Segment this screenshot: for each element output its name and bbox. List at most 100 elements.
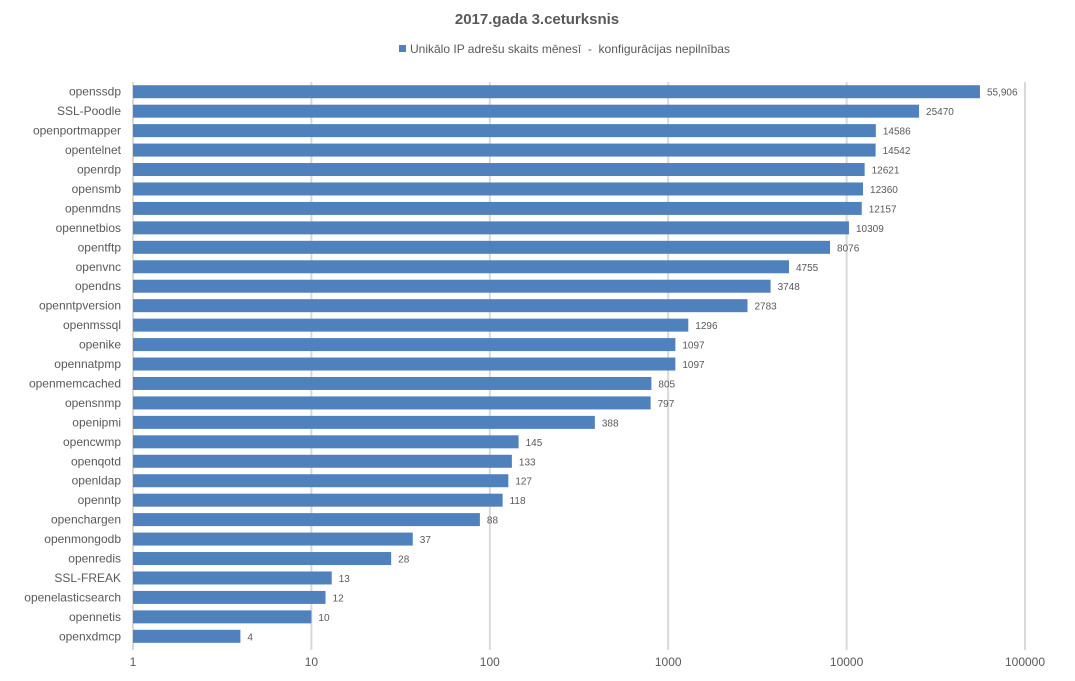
category-label: openxdmcp bbox=[59, 629, 121, 643]
data-label: 12 bbox=[333, 593, 345, 604]
bar bbox=[133, 435, 519, 449]
bar bbox=[133, 571, 332, 585]
bar bbox=[133, 532, 413, 546]
category-label: openportmapper bbox=[33, 124, 121, 138]
data-label: 25470 bbox=[926, 107, 954, 118]
category-label: opentelnet bbox=[65, 143, 122, 157]
category-label: openntpversion bbox=[39, 299, 121, 313]
category-label: openmssql bbox=[63, 318, 121, 332]
category-label: opensmb bbox=[72, 182, 122, 196]
y-axis-labels: openssdp SSL-Poodle openportmapper openteln… bbox=[24, 85, 121, 644]
bar bbox=[133, 279, 771, 293]
bar bbox=[133, 610, 312, 624]
category-label: openipmi bbox=[72, 415, 121, 429]
data-label: 10309 bbox=[856, 224, 884, 235]
category-label: openvnc bbox=[76, 260, 121, 274]
data-label: 55,906 bbox=[987, 88, 1018, 99]
legend-label: Unikālo IP adrešu skaits mēnesī - konfig… bbox=[410, 42, 730, 56]
data-label: 3748 bbox=[778, 282, 801, 293]
bar bbox=[133, 493, 503, 507]
bar bbox=[133, 240, 831, 254]
x-tick-label: 1000 bbox=[655, 655, 682, 669]
data-label: 12157 bbox=[869, 204, 897, 215]
category-label: SSL-Poodle bbox=[57, 104, 121, 118]
category-label: opennatpmp bbox=[54, 357, 121, 371]
data-label: 1097 bbox=[682, 360, 705, 371]
data-label: 1097 bbox=[682, 341, 705, 352]
category-label: openmemcached bbox=[29, 376, 121, 390]
category-label: openntp bbox=[78, 493, 122, 507]
category-label: opentftp bbox=[78, 240, 122, 254]
bar bbox=[133, 124, 876, 138]
category-label: openmongodb bbox=[44, 532, 121, 546]
data-labels: 55,906 25470 14586 14542 12621 12360 12157 1030… bbox=[247, 88, 1018, 644]
category-label: openredis bbox=[68, 552, 121, 566]
category-label: openmdns bbox=[65, 201, 121, 215]
bar bbox=[133, 163, 865, 177]
category-label: openike bbox=[79, 338, 121, 352]
bar bbox=[133, 454, 512, 468]
bar bbox=[133, 143, 876, 157]
x-tick-label: 10000 bbox=[830, 655, 864, 669]
x-tick-label: 100 bbox=[480, 655, 500, 669]
bar bbox=[133, 260, 790, 274]
bar bbox=[133, 376, 652, 390]
data-label: 805 bbox=[658, 379, 675, 390]
data-label: 8076 bbox=[837, 243, 860, 254]
category-label: openelasticsearch bbox=[24, 590, 121, 604]
bars bbox=[133, 85, 980, 643]
data-label: 12360 bbox=[870, 185, 898, 196]
data-label: 388 bbox=[602, 418, 619, 429]
data-label: 12621 bbox=[872, 166, 900, 177]
data-label: 1296 bbox=[695, 321, 718, 332]
data-label: 13 bbox=[339, 574, 351, 585]
category-label: opencwmp bbox=[63, 435, 121, 449]
data-label: 37 bbox=[420, 535, 432, 546]
data-label: 88 bbox=[487, 516, 499, 527]
bar bbox=[133, 513, 480, 527]
legend-swatch bbox=[399, 45, 406, 52]
bar bbox=[133, 357, 676, 371]
data-label: 2783 bbox=[755, 302, 778, 313]
data-label: 797 bbox=[658, 399, 675, 410]
data-label: 4 bbox=[247, 632, 253, 643]
bar bbox=[133, 629, 241, 643]
category-label: opensnmp bbox=[65, 396, 121, 410]
category-label: openldap bbox=[72, 474, 122, 488]
data-label: 14586 bbox=[883, 127, 911, 138]
category-label: opendns bbox=[75, 279, 121, 293]
category-label: openrdp bbox=[77, 163, 121, 177]
bar bbox=[133, 299, 748, 313]
bar bbox=[133, 474, 509, 488]
chart-title: 2017.gada 3.ceturksnis bbox=[455, 11, 619, 28]
data-label: 10 bbox=[318, 613, 330, 624]
data-label: 4755 bbox=[796, 263, 819, 274]
data-label: 14542 bbox=[883, 146, 911, 157]
bar bbox=[133, 396, 651, 410]
bar bbox=[133, 221, 849, 235]
data-label: 127 bbox=[515, 477, 532, 488]
category-label: openchargen bbox=[51, 513, 121, 527]
category-label: openssdp bbox=[69, 85, 121, 99]
data-label: 118 bbox=[510, 496, 526, 507]
bar bbox=[133, 104, 920, 118]
x-tick-label: 10 bbox=[305, 655, 319, 669]
bar bbox=[133, 415, 595, 429]
category-label: opennetis bbox=[69, 610, 121, 624]
category-label: opennetbios bbox=[56, 221, 121, 235]
bar bbox=[133, 182, 864, 196]
x-tick-label: 100000 bbox=[1005, 655, 1045, 669]
x-tick-label: 1 bbox=[130, 655, 137, 669]
bar bbox=[133, 338, 676, 352]
data-label: 28 bbox=[398, 555, 410, 566]
bar bbox=[133, 552, 392, 566]
x-axis-ticks: 1 10 100 1000 10000 100000 bbox=[130, 655, 1046, 669]
data-label: 145 bbox=[526, 438, 543, 449]
category-label: SSL-FREAK bbox=[54, 571, 121, 585]
bar bbox=[133, 201, 862, 215]
bar bbox=[133, 590, 326, 604]
category-label: openqotd bbox=[71, 454, 121, 468]
bar bbox=[133, 318, 689, 332]
legend: Unikālo IP adrešu skaits mēnesī - konfig… bbox=[399, 42, 730, 56]
